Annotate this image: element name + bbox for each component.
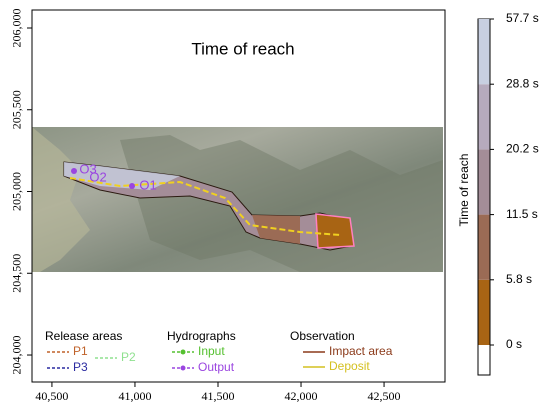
legend-label: Impact area [329, 344, 393, 358]
x-tick-label: 41,500 [201, 389, 234, 403]
colorbar-tick-label: 0 s [506, 337, 522, 351]
legend-label: Output [198, 360, 235, 374]
legend-label: Deposit [329, 359, 370, 373]
legend-group-title: Release areas [45, 329, 122, 343]
map-label: O3 [79, 161, 96, 176]
colorbar-title: Time of reach [457, 154, 471, 227]
valley-floor [32, 127, 90, 272]
legend-label: Input [198, 344, 225, 358]
colorbar-tick-label: 5.8 s [506, 272, 532, 286]
flow-path [69, 177, 341, 236]
colorbar-band [478, 149, 490, 215]
chart-title: Time of reach [191, 39, 294, 58]
colorbar-band [478, 84, 490, 150]
legend-label: P3 [73, 360, 88, 374]
legend-label: P1 [73, 344, 88, 358]
output-point [129, 183, 135, 189]
y-tick-label: 204,500 [10, 254, 24, 293]
legend-group-title: Hydrographs [167, 329, 236, 343]
x-tick-label: 41,000 [118, 389, 151, 403]
x-tick-label: 40,500 [35, 389, 68, 403]
colorbar-tick-label: 28.8 s [506, 76, 539, 90]
plot-frame [31, 9, 446, 383]
colorbar-tick-label: 57.7 s [506, 11, 539, 25]
y-tick-label: 205,000 [10, 172, 24, 211]
colorbar-tick-label: 20.2 s [506, 142, 539, 156]
legend-marker [180, 365, 186, 371]
x-tick-label: 42,500 [368, 389, 401, 403]
y-tick-label: 205,500 [10, 90, 24, 129]
legend-group-title: Observation [290, 329, 355, 343]
colorbar-band [478, 279, 490, 345]
impact-zone [315, 213, 355, 249]
map-label: O1 [139, 177, 156, 192]
map-label: O2 [89, 169, 106, 184]
mountains [120, 135, 443, 272]
colorbar-band [478, 214, 490, 280]
colorbar-tick-label: 11.5 s [506, 207, 538, 221]
x-tick-label: 42,000 [285, 389, 318, 403]
output-point [71, 168, 77, 174]
colorbar-band [478, 19, 490, 85]
legend-marker [180, 349, 186, 355]
y-tick-label: 204,000 [10, 336, 24, 375]
y-tick-label: 206,000 [10, 8, 24, 47]
legend-label: P2 [121, 350, 136, 364]
